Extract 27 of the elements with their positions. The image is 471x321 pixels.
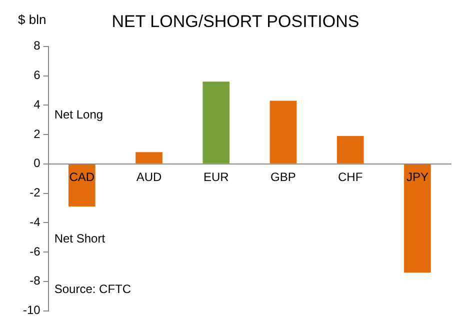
x-tick-label: GBP <box>270 170 296 184</box>
y-tick-label: 6 <box>34 68 41 82</box>
annotation: Source: CFTC <box>54 282 132 296</box>
bar <box>270 100 297 164</box>
chart-title: NET LONG/SHORT POSITIONS <box>112 12 360 31</box>
bar <box>202 82 230 164</box>
x-tick-label: EUR <box>203 170 230 184</box>
bar <box>336 136 364 164</box>
y-tick-label: -10 <box>23 303 41 318</box>
y-axis-title: $ bln <box>18 12 46 27</box>
y-tick-label: 0 <box>34 156 41 170</box>
bar <box>68 164 96 207</box>
annotation: Net Long <box>54 107 104 122</box>
y-tick-label: 4 <box>34 97 41 112</box>
x-tick-label: AUD <box>136 170 162 184</box>
y-tick-label: -6 <box>30 244 41 258</box>
x-tick-label: JPY <box>406 170 428 184</box>
bar <box>136 152 162 164</box>
y-tick-label: 2 <box>34 126 41 141</box>
x-tick-label: CAD <box>69 170 95 184</box>
x-tick-label: CHF <box>338 170 363 184</box>
y-tick-label: -8 <box>30 274 41 288</box>
y-tick-label: 8 <box>34 38 41 53</box>
y-tick-label: -2 <box>30 186 41 200</box>
bar <box>404 164 431 273</box>
annotation: Net Short <box>54 232 106 246</box>
y-tick-label: -4 <box>30 214 41 229</box>
